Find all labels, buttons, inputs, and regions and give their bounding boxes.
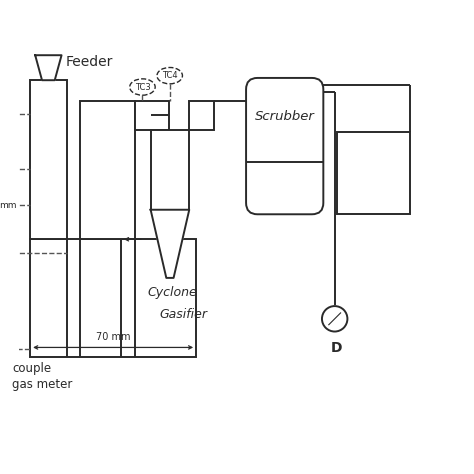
- Bar: [30, 80, 66, 239]
- Bar: [30, 239, 196, 357]
- Text: TC4: TC4: [162, 71, 178, 80]
- Text: Gasifier: Gasifier: [160, 308, 208, 321]
- Text: 70 mm: 70 mm: [96, 332, 130, 342]
- Bar: [80, 100, 135, 239]
- Text: Scrubber: Scrubber: [255, 109, 315, 123]
- Text: mm: mm: [0, 201, 17, 210]
- Text: Cyclone: Cyclone: [147, 286, 197, 299]
- Text: couple: couple: [12, 362, 51, 375]
- Text: gas meter: gas meter: [12, 378, 73, 391]
- Bar: [151, 130, 189, 210]
- FancyBboxPatch shape: [246, 78, 323, 214]
- Text: D: D: [331, 341, 343, 355]
- Bar: [337, 132, 410, 214]
- Bar: [189, 100, 214, 130]
- Bar: [135, 100, 169, 130]
- Polygon shape: [35, 55, 62, 80]
- Text: TC3: TC3: [135, 82, 150, 91]
- Text: Feeder: Feeder: [66, 55, 113, 69]
- Polygon shape: [151, 210, 189, 278]
